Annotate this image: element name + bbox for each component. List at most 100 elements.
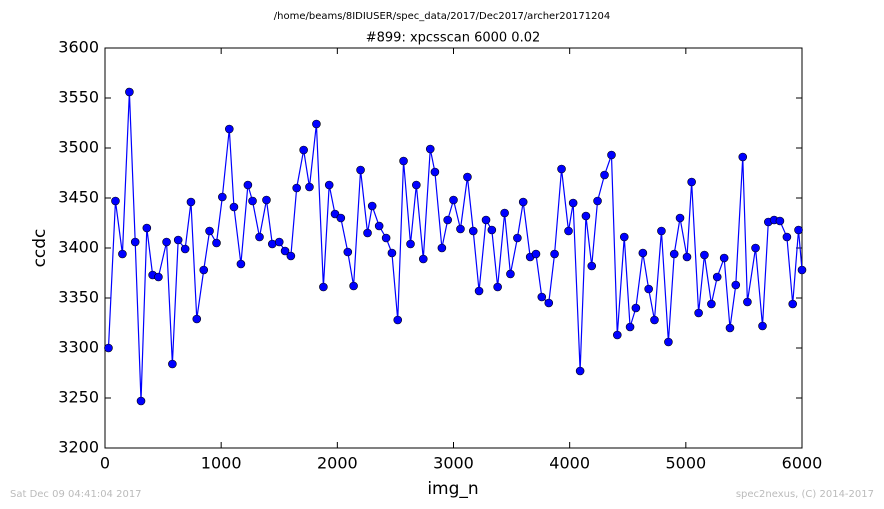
x-axis-label: img_n: [427, 479, 478, 499]
data-point: [788, 299, 798, 309]
data-point: [650, 315, 659, 325]
data-point: [236, 259, 246, 269]
plot-frame: [104, 47, 803, 449]
data-point: [449, 195, 458, 205]
data-point: [443, 215, 452, 225]
data-point: [731, 280, 741, 290]
data-point: [675, 213, 685, 223]
data-point: [631, 303, 641, 313]
data-point: [797, 265, 807, 275]
data-point: [312, 119, 321, 129]
data-point: [682, 252, 692, 262]
data-point: [700, 250, 709, 260]
data-point: [136, 396, 146, 406]
data-point: [707, 299, 716, 309]
x-tick-label: 0: [100, 454, 110, 473]
data-point: [775, 216, 785, 226]
data-point: [393, 315, 403, 325]
data-point: [349, 281, 358, 291]
data-point: [262, 195, 271, 205]
data-point: [468, 226, 478, 236]
data-point: [412, 180, 421, 190]
data-point: [738, 152, 748, 162]
data-point: [418, 254, 428, 264]
data-point: [575, 366, 585, 376]
data-point: [437, 243, 447, 253]
data-point: [587, 261, 597, 271]
data-point: [794, 225, 803, 235]
data-point: [180, 244, 190, 254]
y-tick-label: 3250: [58, 388, 99, 407]
data-point: [625, 322, 635, 332]
data-point: [425, 144, 435, 154]
x-tick-label: 6000: [782, 454, 823, 473]
data-point: [493, 282, 502, 292]
data-point: [111, 196, 120, 206]
x-tick-label: 1000: [201, 454, 242, 473]
data-point: [513, 233, 522, 243]
data-point: [274, 237, 284, 247]
data-point: [130, 237, 140, 247]
data-point: [125, 87, 134, 97]
data-point: [694, 308, 703, 318]
data-point: [758, 321, 767, 331]
data-point: [500, 208, 509, 218]
data-point: [319, 282, 328, 292]
x-tick-label: 2000: [317, 454, 358, 473]
chart-subtitle: /home/beams/8IDIUSER/spec_data/2017/Dec2…: [274, 11, 610, 22]
data-point: [581, 211, 591, 221]
data-point: [725, 323, 735, 333]
data-point: [612, 330, 622, 340]
y-tick-label: 3600: [58, 38, 99, 57]
data-point: [550, 249, 559, 259]
data-point: [186, 197, 196, 207]
data-point: [568, 198, 578, 208]
data-point: [336, 213, 346, 223]
data-point: [367, 201, 377, 211]
data-point: [518, 197, 528, 207]
data-point: [286, 251, 296, 261]
y-tick-label: 3500: [58, 138, 99, 157]
footer-left: Sat Dec 09 04:41:04 2017: [10, 489, 142, 500]
data-point: [118, 249, 127, 259]
data-point: [305, 182, 314, 192]
data-point: [243, 180, 253, 190]
y-tick-label: 3200: [58, 438, 99, 457]
data-point: [638, 248, 648, 258]
y-tick-label: 3450: [58, 188, 99, 207]
data-point: [474, 286, 484, 296]
data-point: [255, 232, 264, 242]
data-point: [154, 272, 163, 282]
data-point: [430, 167, 440, 177]
y-tick-label: 3300: [58, 338, 99, 357]
data-point: [387, 248, 397, 258]
data-point: [205, 226, 214, 236]
data-point: [173, 235, 183, 245]
data-point: [456, 224, 465, 234]
data-point: [537, 292, 547, 302]
data-point: [363, 228, 372, 238]
y-tick-label: 3550: [58, 88, 99, 107]
data-point: [564, 226, 573, 236]
data-point: [374, 221, 384, 231]
data-point: [168, 359, 177, 369]
data-point: [463, 172, 472, 182]
data-point: [487, 225, 497, 235]
data-point: [544, 298, 554, 308]
y-tick-label: 3400: [58, 238, 99, 257]
data-point: [743, 297, 752, 307]
data-point: [162, 237, 171, 247]
data-point: [104, 343, 113, 353]
data-point: [229, 202, 239, 212]
data-point: [343, 247, 353, 257]
data-point: [142, 223, 152, 233]
data-point: [664, 337, 673, 347]
data-point: [619, 232, 629, 242]
data-point: [481, 215, 491, 225]
data-point: [607, 150, 616, 160]
data-point: [593, 196, 602, 206]
series-line: [107, 91, 803, 402]
data-point: [600, 170, 609, 180]
data-point: [224, 124, 234, 134]
x-tick-label: 4000: [549, 454, 590, 473]
